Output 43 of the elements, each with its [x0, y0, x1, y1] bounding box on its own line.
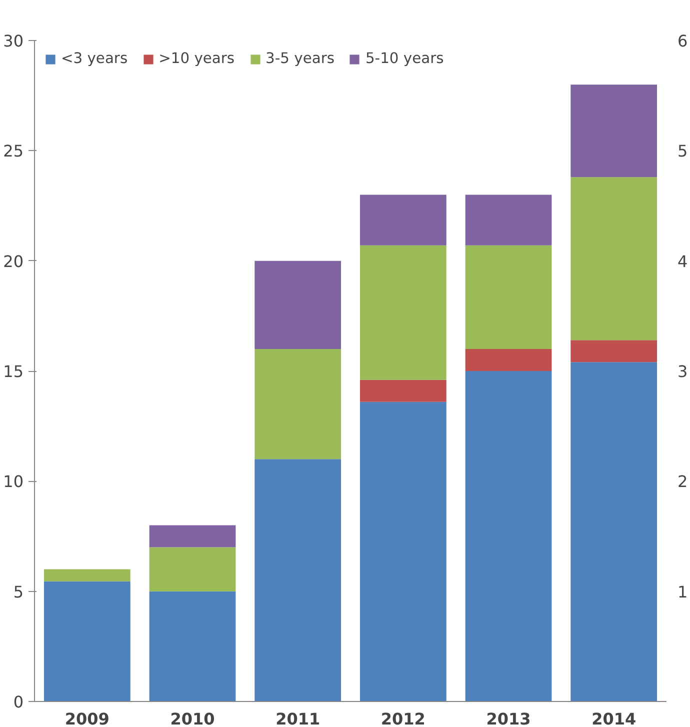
y2-tick-label: 2 — [678, 472, 688, 492]
y2-tick-label: 5 — [678, 142, 688, 161]
bar — [360, 194, 446, 246]
x-tick-label: 2011 — [276, 710, 320, 727]
bar — [149, 547, 236, 592]
x-tick-label: 2014 — [592, 710, 636, 727]
bar — [465, 194, 552, 246]
y2-tick-label: 4 — [678, 252, 688, 271]
bar — [149, 525, 236, 548]
y-tick-label: 30 — [3, 32, 24, 50]
y2-tick-label: 1 — [678, 582, 688, 602]
legend-label: <3 years — [61, 50, 128, 67]
x-tick-label: 2009 — [64, 710, 110, 727]
y-tick-label: 20 — [3, 252, 24, 271]
bar — [465, 245, 552, 349]
y-tick-label: 5 — [13, 582, 24, 602]
legend-label: 5-10 years — [365, 50, 444, 67]
legend-label: >10 years — [158, 50, 235, 67]
bar — [254, 348, 342, 460]
y-tick-label: 10 — [3, 472, 24, 492]
x-tick-label: 2010 — [170, 710, 215, 727]
bar — [570, 362, 658, 702]
bar — [254, 260, 342, 349]
bar — [570, 340, 658, 362]
bar — [570, 84, 658, 178]
x-tick-label: 2013 — [486, 710, 531, 727]
y-tick-label: 15 — [3, 362, 24, 381]
y-tick-label: 0 — [13, 692, 24, 712]
bar — [360, 245, 446, 380]
bar — [44, 581, 130, 702]
bar — [570, 177, 658, 340]
legend-label: 3-5 years — [266, 50, 334, 67]
y-tick-label: 25 — [3, 142, 24, 161]
bar — [254, 459, 342, 702]
y2-tick-label: 3 — [678, 362, 688, 381]
bar — [149, 591, 236, 702]
x-tick-label: 2012 — [380, 710, 426, 727]
bar — [360, 380, 446, 402]
bar — [360, 402, 446, 702]
bar — [465, 371, 552, 702]
bar — [44, 569, 130, 582]
y2-tick-label: 6 — [678, 32, 688, 50]
bar — [465, 348, 552, 371]
